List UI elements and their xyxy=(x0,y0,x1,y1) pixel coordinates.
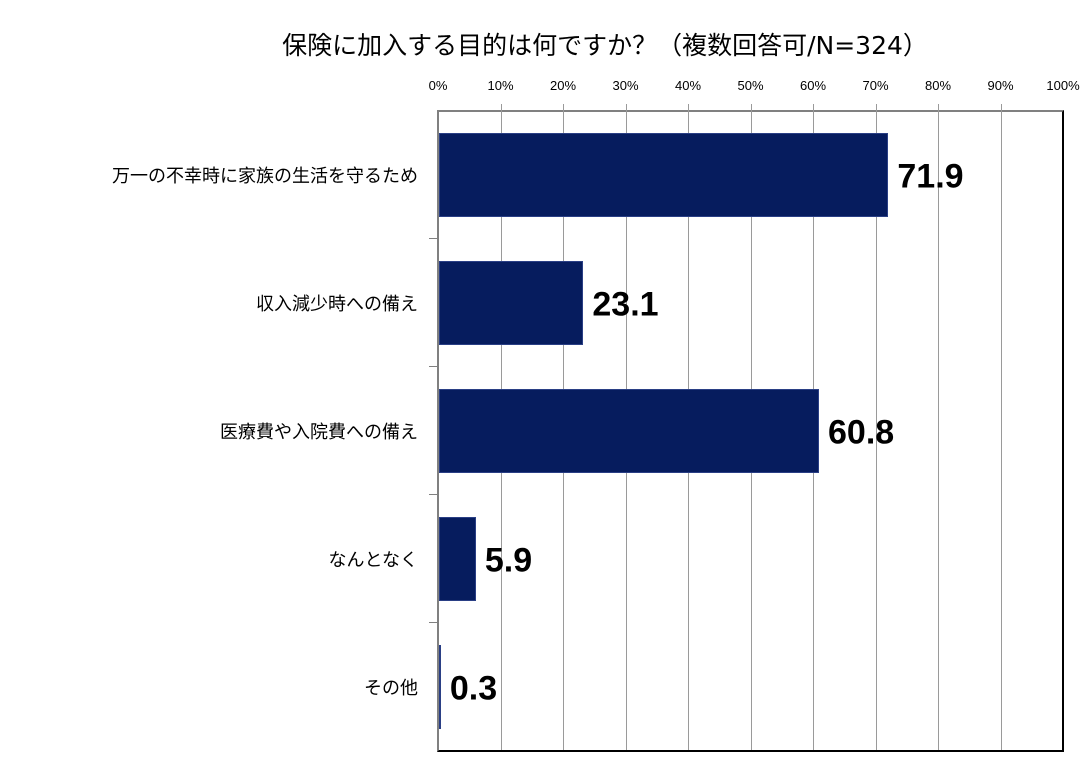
gridline xyxy=(1000,104,1002,750)
bar xyxy=(439,261,584,345)
value-label: 71.9 xyxy=(897,157,964,196)
category-label: 収入減少時への備え xyxy=(256,294,418,315)
x-tick-label: 80% xyxy=(924,78,952,93)
x-tick-label: 90% xyxy=(987,78,1014,93)
category-label: 医療費や入院費への備え xyxy=(220,422,418,443)
x-tick-label: 60% xyxy=(799,78,827,93)
category-label: なんとなく xyxy=(328,550,418,571)
x-tick-label: 20% xyxy=(549,78,577,93)
gridline xyxy=(938,104,939,750)
x-tick-label: 100% xyxy=(1046,78,1080,93)
x-tick-label: 30% xyxy=(612,78,639,93)
x-tick-label: 70% xyxy=(862,78,889,93)
category-label: 万一の不幸時に家族の生活を守るため xyxy=(112,166,418,187)
value-label: 23.1 xyxy=(592,285,659,324)
x-tick-label: 0% xyxy=(428,78,448,93)
x-tick-label: 40% xyxy=(674,78,702,93)
value-label: 5.9 xyxy=(484,541,533,580)
category-tick xyxy=(429,238,438,239)
category-tick xyxy=(429,494,438,495)
bar xyxy=(439,389,819,473)
x-tick-label: 10% xyxy=(487,78,514,93)
bar xyxy=(439,645,441,729)
gridline xyxy=(875,104,877,750)
value-label: 0.3 xyxy=(449,669,498,708)
value-label: 60.8 xyxy=(828,413,895,452)
category-tick xyxy=(429,622,438,623)
x-tick-label: 50% xyxy=(737,78,764,93)
bar xyxy=(439,517,476,601)
category-label: その他 xyxy=(364,678,418,699)
bar xyxy=(439,133,889,217)
category-tick xyxy=(429,366,438,367)
chart-title: 保険に加入する目的は何ですか？（複数回答可/N=324） xyxy=(282,31,928,60)
